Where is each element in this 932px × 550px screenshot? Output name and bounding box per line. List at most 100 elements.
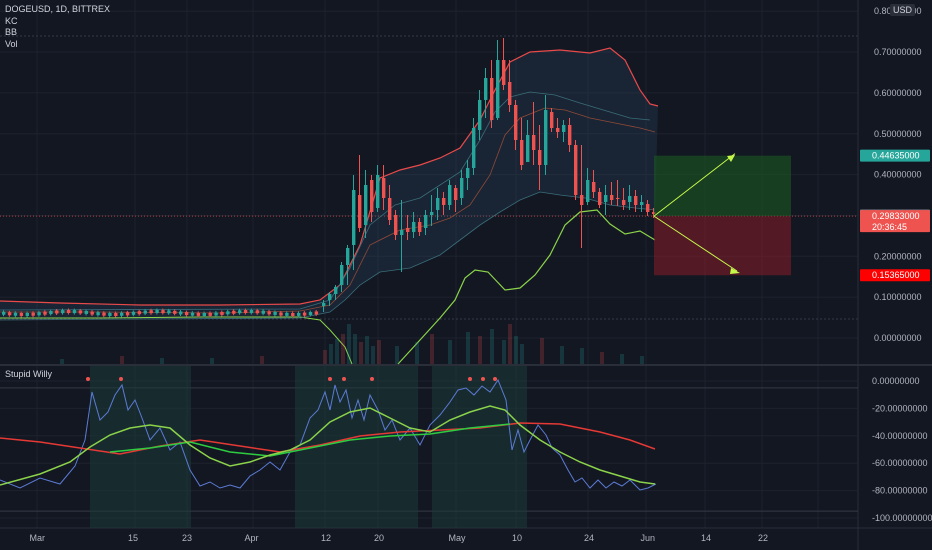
candle: [562, 125, 566, 132]
volume-bar: [640, 356, 644, 364]
stop-arrow: [653, 215, 738, 272]
candle: [184, 312, 189, 316]
candle: [137, 311, 142, 315]
oscillator-tick-label: -40.00000000: [872, 431, 928, 441]
signal-dot: [86, 377, 90, 381]
candle: [580, 195, 584, 205]
currency-button[interactable]: USD: [889, 4, 915, 16]
candle: [190, 312, 195, 316]
volume-bar: [520, 344, 524, 364]
symbol-title[interactable]: DOGEUSD, 1D, BITTREX: [5, 4, 111, 14]
candle: [167, 310, 171, 314]
volume-bar: [600, 352, 604, 364]
volume-bar: [329, 344, 333, 364]
indicator-bb[interactable]: BB: [5, 27, 18, 37]
candle: [532, 135, 536, 150]
price-marker: [860, 269, 930, 282]
oscillator-tick-label: 0.00000000: [872, 376, 920, 386]
oscillator-mid-line: [109, 423, 511, 457]
candle: [55, 310, 59, 314]
candle: [249, 310, 254, 314]
volume-bar: [580, 348, 584, 364]
indicator-kc[interactable]: KC: [5, 15, 18, 26]
candle: [418, 222, 422, 232]
signal-dot: [468, 377, 472, 381]
candle: [550, 112, 554, 128]
volume-bar: [365, 336, 369, 364]
volume-bar: [120, 356, 124, 364]
price-tick-label: 0.70000000: [874, 47, 922, 57]
candle: [297, 312, 301, 316]
candle: [43, 311, 47, 315]
countdown-label: 20:36:45: [872, 222, 907, 232]
candle: [90, 311, 94, 315]
candle: [544, 110, 548, 165]
candle: [173, 310, 177, 314]
candle: [31, 312, 35, 316]
candle: [267, 311, 271, 315]
candle: [7, 312, 12, 316]
candle: [400, 230, 404, 235]
time-tick-label: Jun: [641, 533, 656, 543]
candle: [232, 310, 236, 314]
long-position-tool: [653, 153, 791, 276]
volume-bar: [620, 354, 624, 364]
volume-bar: [341, 334, 345, 364]
time-tick-label: 14: [701, 533, 711, 543]
volume-bar: [514, 336, 518, 364]
volume-bar: [353, 334, 357, 364]
candle: [382, 178, 386, 198]
oscillator-raw-line: [0, 378, 657, 491]
candle: [102, 312, 106, 316]
volume-bar: [478, 336, 482, 364]
volume-bar: [377, 340, 381, 364]
signal-dot: [119, 377, 123, 381]
candle: [155, 310, 159, 314]
candle: [586, 180, 590, 202]
candle: [526, 135, 530, 162]
volume-bar: [466, 332, 470, 364]
indicator-vol[interactable]: Vol: [5, 38, 18, 49]
candle: [261, 310, 265, 314]
candle: [61, 310, 65, 314]
signal-dot: [370, 377, 374, 381]
oscillator-fast-line: [0, 405, 656, 486]
price-tick-label: 0.60000000: [874, 88, 922, 98]
candle: [592, 182, 596, 192]
oscillator-title[interactable]: Stupid Willy: [5, 369, 53, 379]
volume-bar: [210, 358, 214, 364]
candle: [334, 287, 338, 294]
time-tick-label: Apr: [245, 533, 259, 543]
candle: [610, 195, 614, 200]
price-marker-label: 0.29833000: [872, 211, 920, 221]
candle: [84, 310, 88, 314]
candles-layer: [2, 38, 656, 318]
volume-bar: [560, 346, 564, 364]
candle: [514, 105, 518, 140]
bb-lower-line: [0, 316, 353, 365]
price-marker: [860, 210, 930, 233]
candle: [238, 310, 242, 314]
price-tick-label: 0.40000000: [874, 170, 922, 180]
candle: [302, 312, 307, 316]
time-tick-label: 23: [182, 533, 192, 543]
candle: [646, 204, 650, 212]
candle: [352, 190, 356, 245]
candle: [226, 311, 230, 315]
loss-zone: [654, 216, 791, 276]
candle: [279, 312, 283, 316]
candle: [214, 312, 218, 316]
oscillator-tick-label: -20.00000000: [872, 403, 928, 413]
candle: [460, 178, 464, 198]
candle: [574, 145, 578, 195]
candle: [490, 78, 494, 120]
profit-zone: [654, 155, 791, 217]
candle: [308, 312, 313, 316]
volume-bar: [448, 340, 452, 364]
candle: [49, 311, 53, 315]
price-tick-label: 0.20000000: [874, 251, 922, 261]
candle: [13, 312, 18, 316]
candle: [161, 310, 165, 314]
candle: [2, 311, 6, 315]
